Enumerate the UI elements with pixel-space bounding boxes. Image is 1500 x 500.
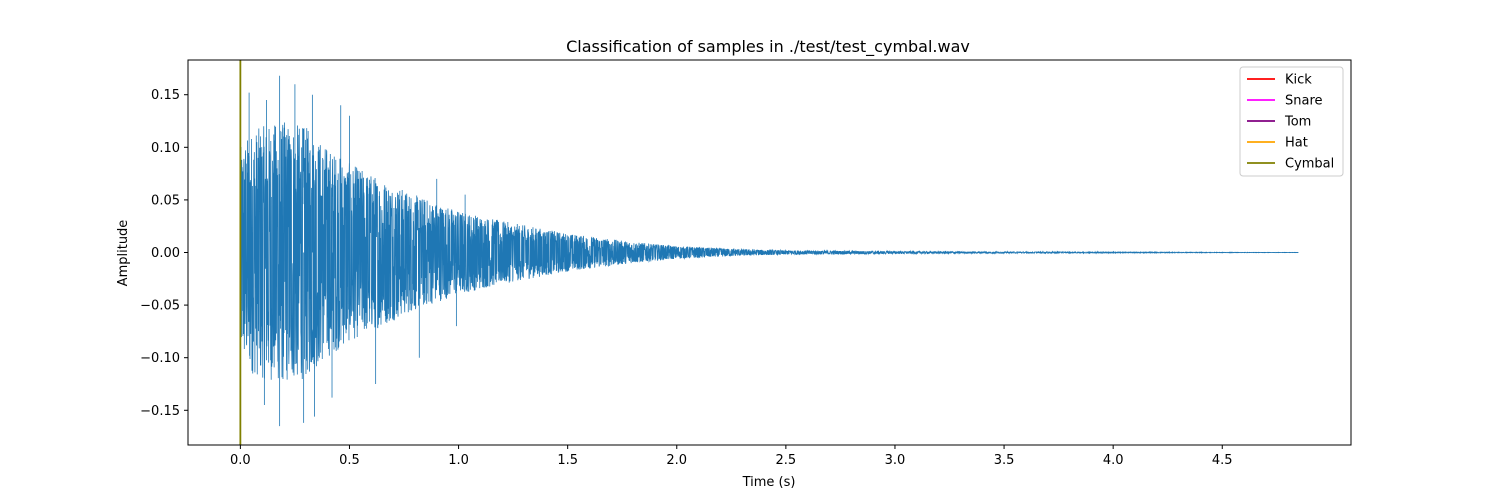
x-tick-label: 1.0 [448, 453, 469, 468]
legend-box [1239, 66, 1344, 177]
y-axis-label: Amplitude [116, 220, 131, 287]
chart-title: Classification of samples in ./test/test… [566, 37, 970, 57]
x-axis: 0.0 0.5 1.0 1.5 2.0 2.5 3.0 3.5 4.0 4.5 [230, 445, 1233, 468]
y-tick-label: 0.05 [151, 193, 180, 208]
x-tick-label: 2.5 [776, 453, 797, 468]
y-tick-label: 0.15 [151, 88, 180, 103]
legend-label-tom: Tom [1284, 115, 1311, 130]
x-tick-label: 2.0 [666, 453, 687, 468]
waveform-series [239, 75, 1299, 427]
y-tick-label: 0.10 [151, 141, 180, 156]
y-tick-label: −0.05 [140, 299, 180, 314]
legend-label-hat: Hat [1285, 136, 1308, 151]
legend-label-kick: Kick [1285, 73, 1312, 88]
plot-area [239, 60, 1299, 445]
legend-label-snare: Snare [1285, 94, 1323, 109]
x-tick-label: 3.5 [994, 453, 1015, 468]
x-tick-label: 3.0 [885, 453, 906, 468]
x-tick-label: 0.0 [230, 453, 251, 468]
x-tick-label: 1.5 [557, 453, 578, 468]
y-tick-label: 0.00 [151, 246, 180, 261]
x-tick-label: 0.5 [339, 453, 360, 468]
x-axis-label: Time (s) [742, 475, 796, 490]
x-tick-label: 4.0 [1103, 453, 1124, 468]
y-tick-label: −0.10 [140, 351, 180, 366]
legend-label-cymbal: Cymbal [1285, 157, 1334, 172]
x-tick-label: 4.5 [1212, 453, 1233, 468]
y-axis: −0.15 −0.10 −0.05 0.00 0.05 0.10 0.15 [140, 88, 188, 419]
legend: Kick Snare Tom Hat Cymbal [1239, 66, 1344, 177]
y-tick-label: −0.15 [140, 404, 180, 419]
